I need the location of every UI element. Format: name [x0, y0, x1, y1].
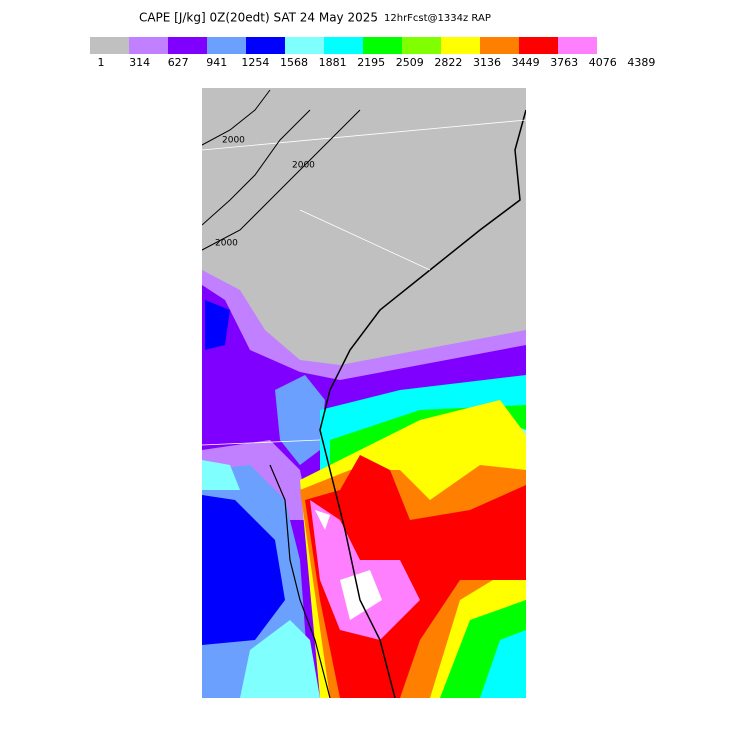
color-box	[129, 37, 168, 54]
colorbar-label: 4076	[589, 56, 617, 69]
title: CAPE [J/kg] 0Z(20edt) SAT 24 May 2025	[139, 11, 378, 25]
colorbar-label: 1568	[280, 56, 308, 69]
colorbar-label: 3449	[512, 56, 540, 69]
color-box	[519, 37, 558, 54]
map: 2000 2000 2000	[202, 88, 526, 698]
color-box	[402, 37, 441, 54]
colorbar-label: 4389	[627, 56, 655, 69]
colorbar-label: 941	[206, 56, 227, 69]
color-box	[480, 37, 519, 54]
colorbar-label: 2195	[357, 56, 385, 69]
colorbar-label: 2822	[434, 56, 462, 69]
colorbar-label: 1	[98, 56, 105, 69]
color-box	[441, 37, 480, 54]
color-box	[90, 37, 129, 54]
colorbar: 1 314 627 941 1254 1568 1881 2195 2509 2822 3136 34…	[90, 37, 655, 69]
colorbar-label: 3136	[473, 56, 501, 69]
colorbar-label: 314	[129, 56, 150, 69]
contour-label: 2000	[292, 161, 315, 171]
color-box	[285, 37, 324, 54]
color-box	[558, 37, 597, 54]
color-box	[324, 37, 363, 54]
contour-label: 2000	[215, 239, 238, 249]
subtitle: 12hrFcst@1334z RAP	[384, 13, 491, 24]
color-box	[363, 37, 402, 54]
colorbar-label: 1254	[241, 56, 269, 69]
color-box	[207, 37, 246, 54]
colorbar-label: 2509	[396, 56, 424, 69]
colorbar-label: 1881	[319, 56, 347, 69]
colorbar-label: 3763	[550, 56, 578, 69]
color-box	[246, 37, 285, 54]
contour-label: 2000	[222, 136, 245, 146]
color-box	[168, 37, 207, 54]
colorbar-label: 627	[168, 56, 189, 69]
